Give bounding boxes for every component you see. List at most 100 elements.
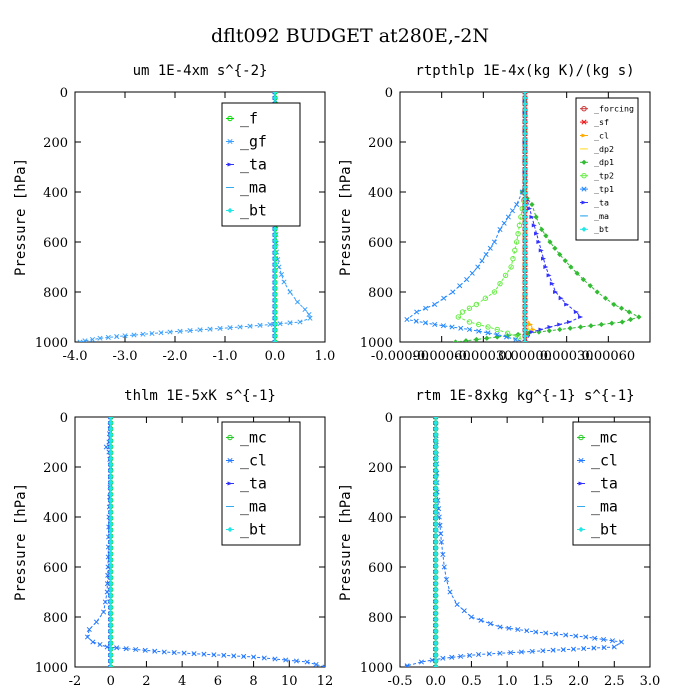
plot-area [84, 417, 325, 667]
y-tick-label: 400 [368, 186, 393, 201]
data-point-bt [272, 321, 278, 327]
data-point-bt [433, 634, 439, 640]
data-point-dp1 [557, 326, 563, 333]
data-point-dp1 [574, 270, 580, 276]
data-point-cl [201, 651, 207, 657]
data-point-cl [103, 444, 109, 450]
panel-title: um 1E-4xm s^{-2} [133, 63, 268, 79]
data-point-gf [281, 279, 287, 285]
data-point-sf [522, 339, 528, 342]
legend-marker [227, 138, 233, 145]
data-point-bt [433, 420, 439, 426]
data-point-dp1 [529, 201, 535, 208]
data-point-gf [287, 289, 293, 295]
data-point-tp2 [466, 319, 473, 325]
panel-3: thlm 1E-5xK s^{-1} Pressure [hPa] -2 0 2 4 6 8 1… [13, 388, 333, 689]
data-point-bt [522, 262, 528, 268]
data-point-bt [522, 95, 528, 101]
data-point-cl [133, 646, 139, 653]
data-point-bt [522, 250, 528, 256]
data-point-bt [108, 497, 114, 503]
data-point-dp1 [568, 264, 574, 270]
data-point-gf [267, 321, 273, 328]
data-point-bt [272, 262, 278, 268]
data-point-bt [108, 462, 114, 468]
data-point-bt [433, 485, 439, 492]
data-point-tp1 [458, 325, 464, 331]
data-point-bt [433, 426, 439, 432]
data-point-gf [89, 336, 96, 342]
data-point-gf [82, 338, 88, 342]
data-point-tp2 [502, 272, 509, 279]
data-point-ta [578, 315, 584, 319]
data-point-cl [486, 651, 492, 657]
data-point-bt [522, 196, 528, 202]
data-point-cl [461, 608, 467, 614]
data-point-cl [515, 626, 521, 633]
data-point-cl [550, 647, 556, 653]
legend-label: _bt [240, 202, 267, 220]
data-point-dp1 [588, 323, 594, 329]
legend-label: _tp2 [594, 171, 614, 181]
data-point-bt [108, 426, 114, 432]
data-point-bt [433, 533, 439, 539]
y-tick-label: 200 [43, 461, 68, 476]
data-point-bt [108, 509, 114, 515]
data-point-gf [105, 334, 111, 340]
data-point-ta [564, 302, 570, 307]
data-point-tp2 [466, 305, 473, 311]
x-tick-label: 2.0 [568, 674, 589, 689]
legend-marker [581, 106, 587, 112]
data-point-bt [522, 107, 528, 113]
y-tick-label: 1000 [35, 661, 68, 676]
x-tick-label: -3.0 [112, 349, 137, 364]
data-point-tp1 [483, 251, 489, 258]
data-point-dp1 [567, 325, 573, 331]
series-line-tp1 [405, 92, 526, 342]
legend-label: _bt [591, 521, 618, 539]
data-point-cl [211, 652, 217, 658]
data-point-cl [528, 322, 534, 327]
data-point-cl [171, 650, 177, 656]
data-point-tp1 [479, 258, 485, 264]
data-point-tp2 [515, 334, 521, 340]
data-point-bt [433, 592, 439, 599]
data-point-tp1 [491, 239, 497, 245]
data-point-bt [108, 652, 114, 658]
data-point-gf [302, 306, 308, 313]
y-tick-label: 1000 [360, 661, 393, 676]
data-point-cl [553, 631, 559, 637]
data-point-bt [272, 232, 278, 238]
data-point-cl [114, 645, 120, 651]
y-tick-label: 400 [43, 186, 68, 201]
legend-label: _cl [594, 130, 609, 140]
data-point-tp1 [469, 270, 475, 276]
y-tick-label: 600 [43, 236, 68, 251]
legend-marker [581, 226, 587, 232]
x-tick-label: 0.00060 [581, 349, 635, 364]
data-point-bt [433, 581, 439, 587]
data-point-dp1 [577, 324, 584, 330]
series-line-cl [406, 417, 623, 667]
data-point-bt [108, 587, 114, 593]
plot-frame [74, 416, 326, 668]
data-point-tp1 [414, 309, 420, 315]
data-point-ta [531, 223, 537, 228]
y-tick-label: 400 [43, 511, 68, 526]
data-point-cl [101, 609, 107, 615]
legend-label: _cl [591, 452, 618, 470]
data-point-tp1 [422, 320, 429, 326]
data-point-dp1 [473, 336, 479, 342]
x-tick-label: 1.0 [497, 674, 518, 689]
data-point-tp1 [494, 331, 500, 338]
x-tick-label: 3.0 [640, 674, 661, 689]
legend-box [572, 421, 651, 546]
data-point-bt [272, 291, 278, 297]
x-tick-label: 0.00030 [540, 349, 594, 364]
data-point-tp1 [432, 321, 438, 328]
data-point-cl [609, 638, 616, 644]
legend-label: _f [240, 110, 258, 128]
data-point-ta [549, 281, 555, 286]
data-point-cl [529, 648, 535, 654]
y-tick-label: 1000 [360, 336, 393, 351]
